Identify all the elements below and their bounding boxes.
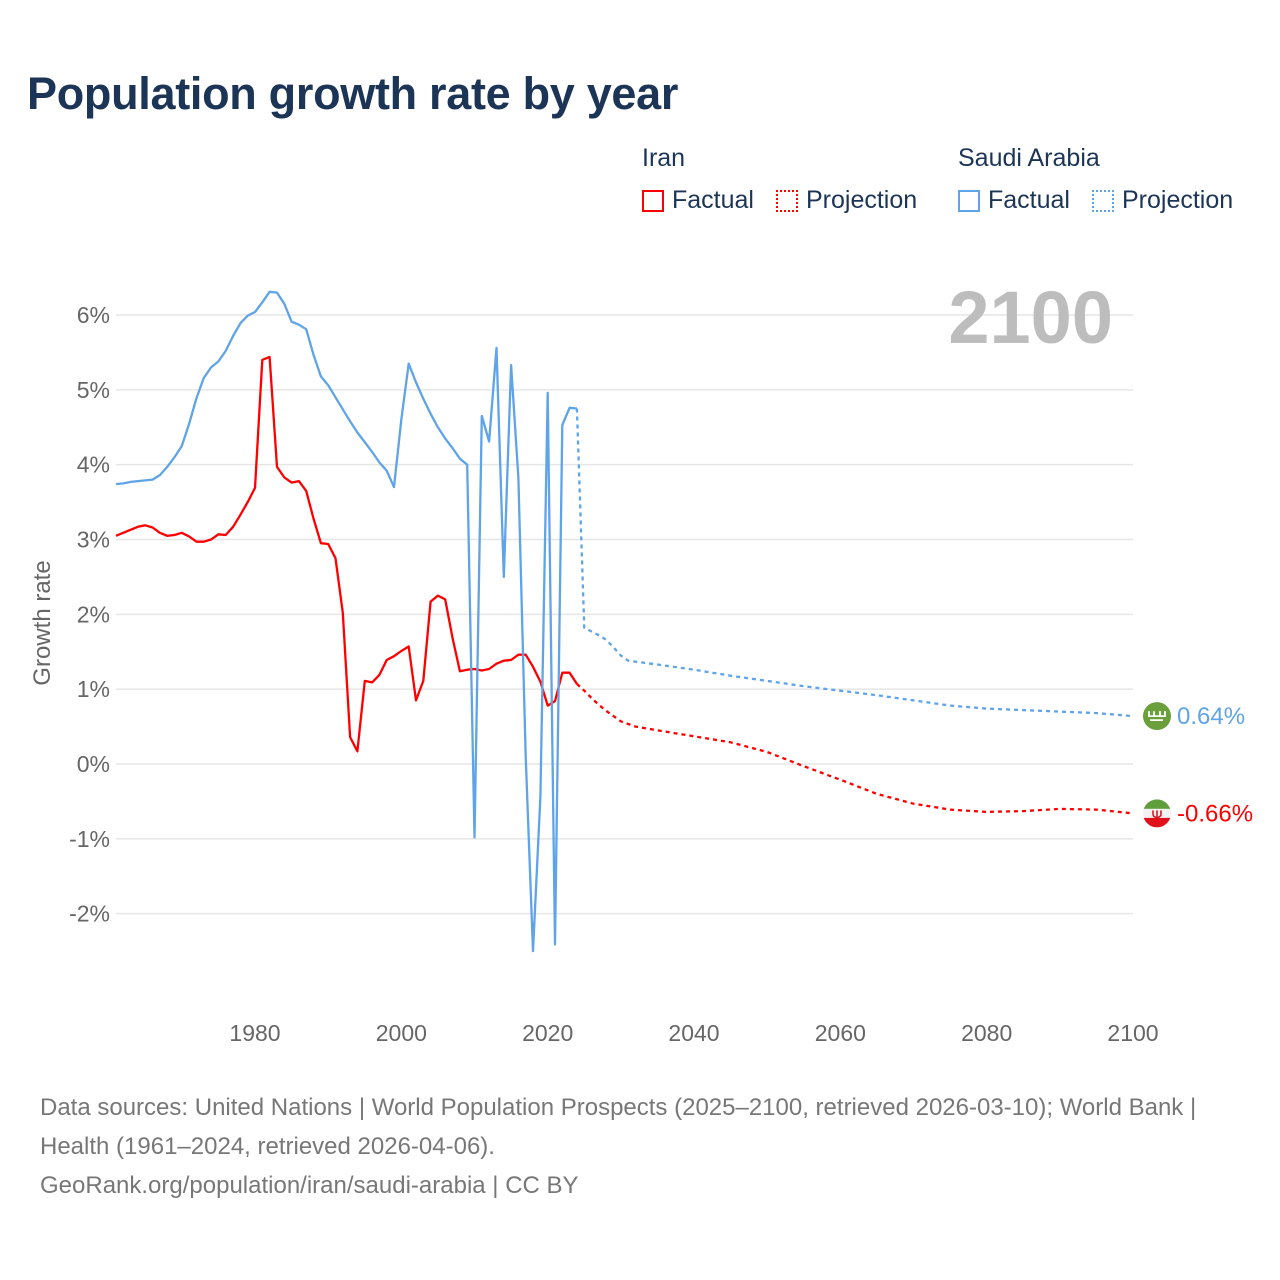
- gridlines: [116, 314, 1133, 915]
- legend-country-label: Saudi Arabia: [958, 144, 1100, 172]
- y-tick-label: 0%: [77, 751, 110, 777]
- end-labels: 0.64% -0.66%: [1143, 702, 1253, 828]
- y-tick-label: 6%: [77, 302, 110, 328]
- x-tick-label: 1980: [229, 1020, 280, 1046]
- y-tick-label: 1%: [77, 676, 110, 702]
- flag-stripe-green: [1143, 799, 1171, 809]
- x-tick-label: 2080: [961, 1020, 1012, 1046]
- x-tick-label: 2040: [668, 1020, 719, 1046]
- x-axis-ticks: 1980 2000 2020 2040 2060 2080 2100: [229, 1020, 1158, 1046]
- saudi-flag-icon: [1143, 702, 1171, 731]
- end-value-label: -0.66%: [1177, 800, 1253, 827]
- legend-label: Projection: [805, 186, 918, 214]
- flag-emblem: [1148, 711, 1166, 722]
- legend-label: Factual: [672, 186, 754, 214]
- chart-title: Population growth rate by year: [27, 68, 679, 119]
- y-tick-label: 5%: [77, 377, 110, 403]
- saudi-arabia-factual-line: [115, 290, 578, 953]
- x-tick-label: 2060: [815, 1020, 866, 1046]
- y-axis-ticks: -2% -1% 0% 1% 2% 3% 4% 5% 6%: [69, 302, 110, 927]
- iran-projection-line: [576, 683, 1134, 815]
- legend-label: Factual: [988, 186, 1070, 214]
- legend-iran-projection[interactable]: Projection: [775, 186, 918, 215]
- legend-saudi-factual[interactable]: Factual: [958, 186, 1070, 215]
- series-lines: [115, 290, 1134, 953]
- iran-factual-line: [115, 355, 578, 753]
- credit-link[interactable]: GeoRank.org/population/iran/saudi-arabia…: [40, 1172, 579, 1199]
- data-sources: Data sources: United Nations | World Pop…: [40, 1094, 1197, 1160]
- y-tick-label: 2%: [77, 601, 110, 627]
- footer: Data sources: United Nations | World Pop…: [40, 1088, 1240, 1205]
- legend-iran-factual[interactable]: Factual: [642, 186, 754, 215]
- y-tick-label: 4%: [77, 452, 110, 478]
- saudi-arabia-projection-line: [575, 408, 1134, 718]
- flag-stripe-red: [1143, 817, 1171, 828]
- y-tick-label: -2%: [69, 901, 110, 927]
- iran-flag-icon: [1143, 799, 1171, 828]
- legend-label: Projection: [1121, 186, 1234, 214]
- x-tick-label: 2000: [376, 1020, 427, 1046]
- legend-country-label: Iran: [642, 144, 686, 172]
- current-year-label: 2100: [948, 276, 1113, 359]
- dotted-swatch-icon: [775, 189, 798, 212]
- flag-emblem: [1152, 810, 1162, 819]
- solid-swatch-icon: [958, 189, 980, 212]
- solid-swatch-icon: [642, 189, 664, 212]
- legend-iran: Iran Factual Projection: [642, 144, 933, 215]
- legend-saudi-arabia: Saudi Arabia Factual Projection: [958, 144, 1249, 215]
- y-axis-label: Growth rate: [29, 560, 56, 685]
- dotted-swatch-icon: [1091, 189, 1114, 212]
- legend-saudi-projection[interactable]: Projection: [1091, 186, 1234, 215]
- x-tick-label: 2100: [1107, 1020, 1158, 1046]
- y-tick-label: 3%: [77, 527, 110, 553]
- x-tick-label: 2020: [522, 1020, 573, 1046]
- y-tick-label: -1%: [69, 826, 110, 852]
- end-value-label: 0.64%: [1177, 703, 1245, 730]
